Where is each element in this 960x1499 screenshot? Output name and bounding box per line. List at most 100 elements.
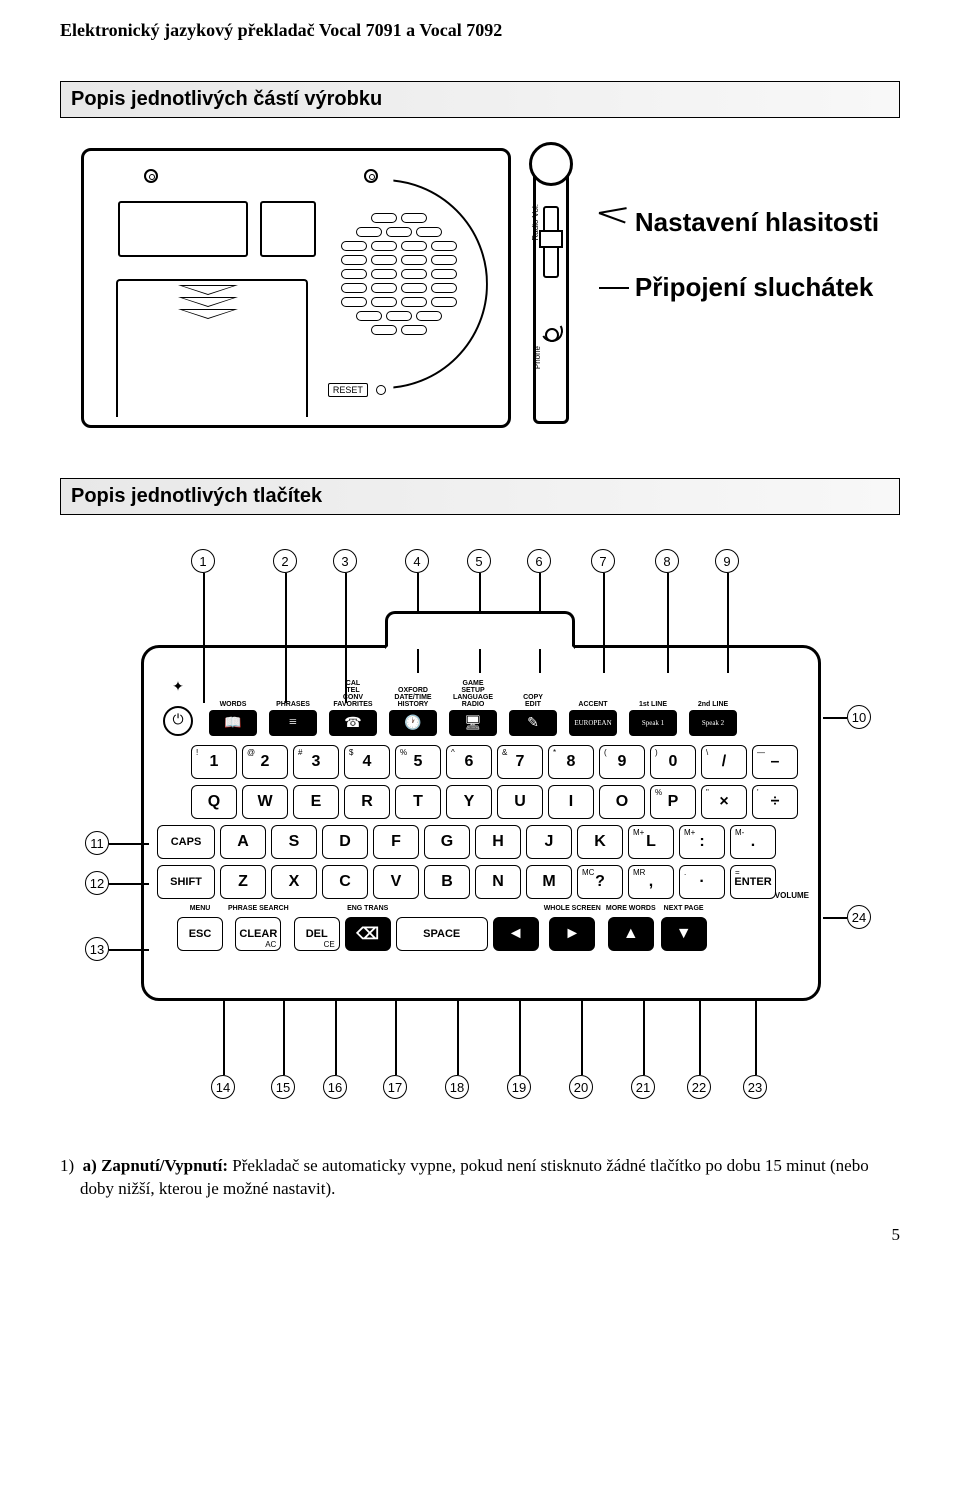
leader-line [457, 1001, 459, 1075]
page-number: 5 [60, 1225, 900, 1245]
fn-key-labels: 2nd LINE [698, 686, 728, 708]
keyboard-key: MC? [577, 865, 623, 899]
keyboard-key: (9 [599, 745, 645, 779]
keyboard-key: M-. [730, 825, 776, 859]
callout-number: 4 [405, 549, 429, 573]
power-button-icon: ⏻ [163, 706, 193, 736]
section-heading-buttons: Popis jednotlivých tlačítek [60, 478, 900, 515]
list-lead: a) Zapnutí/Vypnutí: [78, 1156, 228, 1175]
keyboard-key: %P [650, 785, 696, 819]
diagram-device-back: RESET Radio Vol. Phone Nastavení hlasito… [60, 148, 900, 438]
keyboard-key: #3 [293, 745, 339, 779]
fn-key-labels: 1st LINE [639, 686, 667, 708]
keyboard-key: &7 [497, 745, 543, 779]
keyboard-key: !1 [191, 745, 237, 779]
keyboard-key: Z [220, 865, 266, 899]
leader-line [285, 573, 287, 703]
keyboard-key: ► [549, 917, 595, 951]
leader-line [109, 883, 149, 885]
keyboard-key: D [322, 825, 368, 859]
keyboard-key: \/ [701, 745, 747, 779]
bottom-key-wrap: MORE WORDS ▲ [606, 905, 656, 951]
keyboard-key: )0 [650, 745, 696, 779]
keyboard-key: SHIFT [157, 865, 215, 899]
leader-line [223, 1001, 225, 1075]
callout-number: 6 [527, 549, 551, 573]
leader-line [109, 843, 149, 845]
phone-small-label: Phone [533, 346, 542, 369]
leader-line [395, 1001, 397, 1075]
label-plate [118, 201, 248, 257]
side-callout-labels: Nastavení hlasitosti Připojení sluchátek [599, 208, 879, 337]
keyboard-key: A [220, 825, 266, 859]
bottom-key-wrap: ◄ [493, 905, 539, 951]
keyboard-key: CLEARAC [235, 917, 281, 951]
reset-label: RESET [328, 383, 368, 397]
callout-number: 2 [273, 549, 297, 573]
keyboard-key: ◄ [493, 917, 539, 951]
fn-key-column: OXFORDDATE/TIMEHISTORY🕐 [385, 686, 441, 736]
bottom-key-wrap: NEXT PAGE▼ [661, 905, 707, 951]
callout-number: 12 [85, 871, 109, 895]
bottom-key-label: PHRASE SEARCH [228, 905, 289, 915]
callout-number: 17 [383, 1075, 407, 1099]
screw-icon [144, 169, 158, 183]
keyboard-key: M+L [628, 825, 674, 859]
section-heading-parts: Popis jednotlivých částí výrobku [60, 81, 900, 118]
callout-number: 7 [591, 549, 615, 573]
fn-key-column: 2nd LINESpeak 2 [685, 686, 741, 736]
keyboard-key: E [293, 785, 339, 819]
keyboard-key: F [373, 825, 419, 859]
callout-number: 23 [743, 1075, 767, 1099]
callout-number: 8 [655, 549, 679, 573]
backlight-icon: ✦ [172, 679, 184, 696]
fn-key-column: ACCENTEUROPEAN [565, 686, 621, 736]
keyboard-bottom-row: MENUESCPHRASE SEARCHCLEARACDELCEENG TRAN… [157, 905, 805, 951]
volume-small-label: Radio Vol. [531, 204, 540, 240]
keyboard-key: O [599, 785, 645, 819]
keyboard-key: M+: [679, 825, 725, 859]
leader-line [699, 1001, 701, 1075]
fn-key: Speak 1 [629, 710, 677, 736]
label-plate [260, 201, 316, 257]
callout-number: 3 [333, 549, 357, 573]
keyboard-key: R [344, 785, 390, 819]
keyboard-key: SPACE [396, 917, 488, 951]
leader-line [581, 1001, 583, 1075]
keyboard-key: ESC [177, 917, 223, 951]
keyboard-key: *8 [548, 745, 594, 779]
keyboard-key: ▲ [608, 917, 654, 951]
bottom-key-label: ENG TRANS [347, 905, 388, 915]
leader-line [667, 573, 669, 673]
volume-label: Nastavení hlasitosti [635, 209, 879, 236]
fn-key-labels: CALTELCONVFAVORITES [333, 680, 372, 708]
callout-number: 19 [507, 1075, 531, 1099]
fn-key-labels: COPYEDIT [523, 686, 543, 708]
callout-number: 15 [271, 1075, 295, 1099]
bottom-key-wrap: MENUESC [177, 905, 223, 951]
keyboard-row: QWERTYUIO%P"×'÷ [157, 785, 805, 819]
callout-number: 20 [569, 1075, 593, 1099]
fn-key-column: 1st LINESpeak 1 [625, 686, 681, 736]
bottom-key-label: WHOLE SCREEN [544, 905, 601, 915]
leader-line [823, 917, 847, 919]
callout-number: 5 [467, 549, 491, 573]
keyboard-key: C [322, 865, 368, 899]
leader-line [283, 1001, 285, 1075]
tuning-knob-icon [529, 142, 573, 186]
callout-number: 14 [211, 1075, 235, 1099]
leader-line [335, 1001, 337, 1075]
bottom-key-label: MORE WORDS [606, 905, 656, 915]
speaker-grille [324, 213, 474, 335]
keyboard-key: K [577, 825, 623, 859]
keyboard-key: ⌫ [345, 917, 391, 951]
fn-key-column: WORDS📖 [205, 686, 261, 736]
fn-key-labels: WORDS [220, 686, 247, 708]
fn-key-labels: GAMESETUPLANGUAGERADIO [453, 680, 493, 708]
fn-key-column: PHRASES≡ [265, 686, 321, 736]
callout-number: 16 [323, 1075, 347, 1099]
keyboard-key: —– [752, 745, 798, 779]
screw-icon [364, 169, 378, 183]
leader-line [643, 1001, 645, 1075]
device-back-outline: RESET [81, 148, 511, 428]
